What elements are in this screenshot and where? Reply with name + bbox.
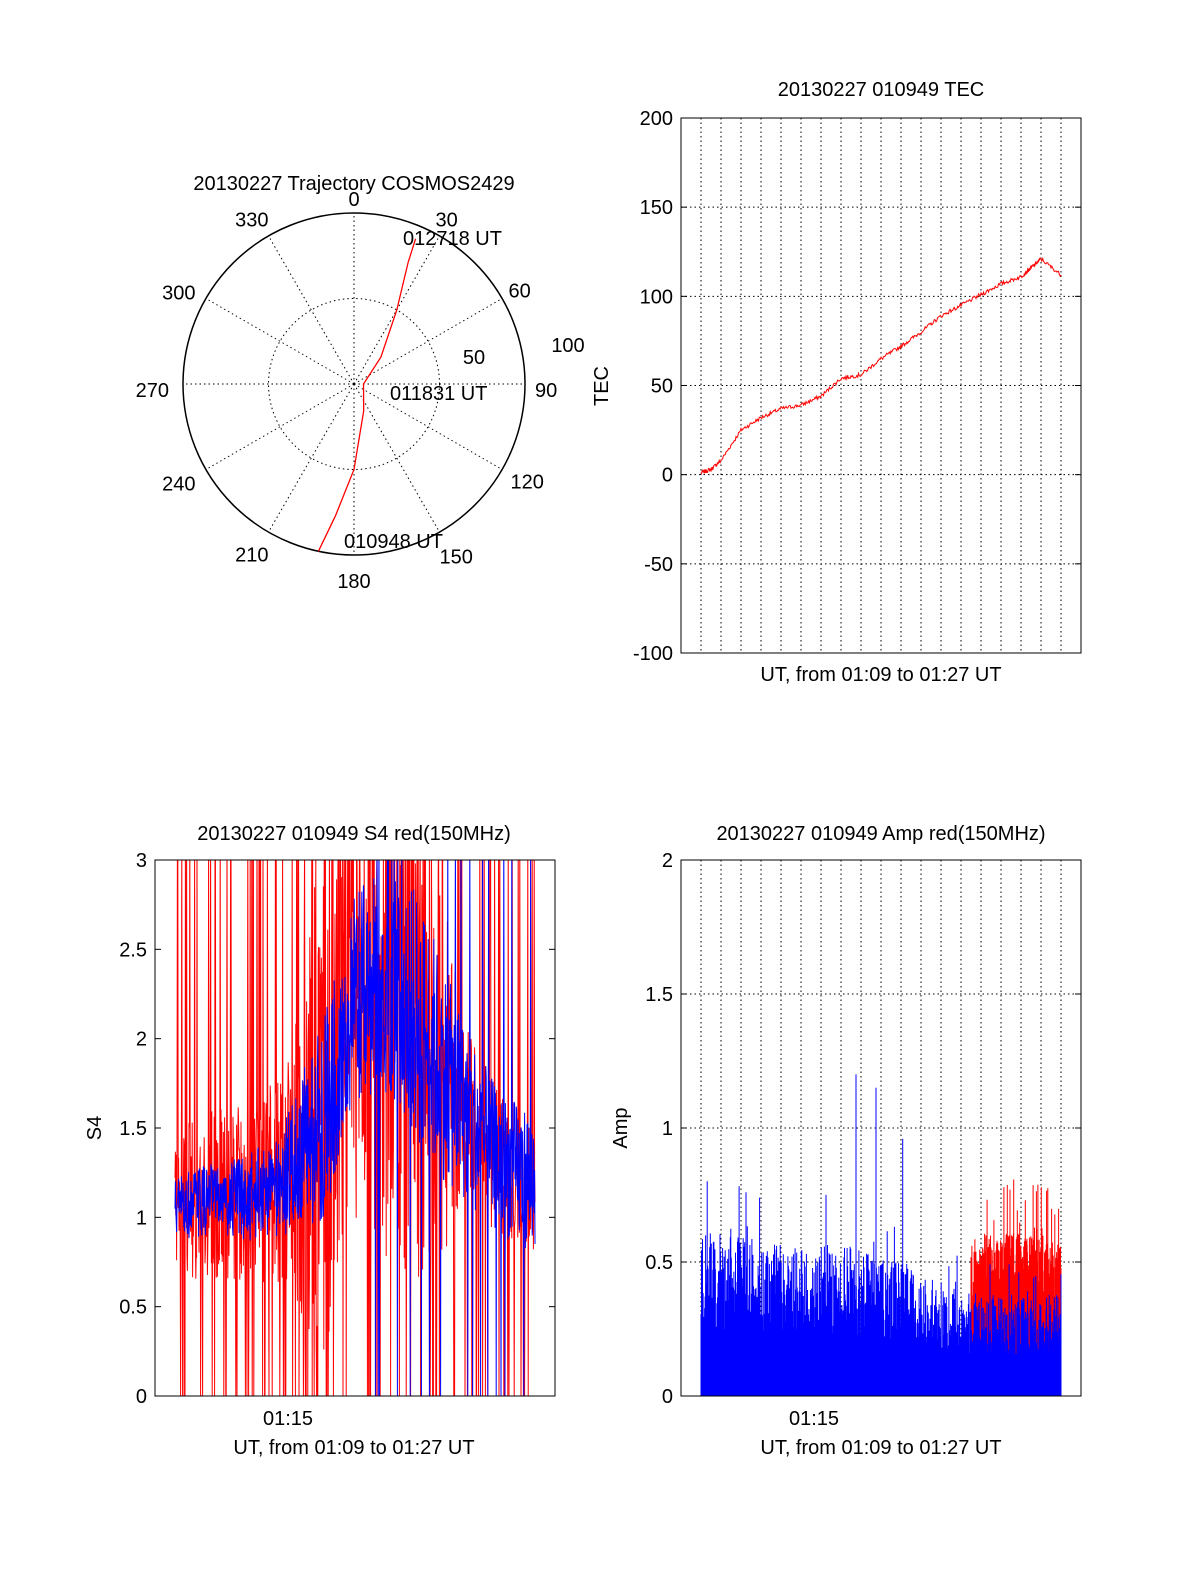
s4-chart: 20130227 010949 S4 red(150MHz) 3 2.5 2 1.5 1…	[84, 823, 556, 1459]
trajectory-mid-label: 011831 UT	[390, 383, 487, 405]
trajectory-start-label: 010948 UT	[344, 531, 443, 553]
polar-outer-ring	[182, 212, 526, 556]
y-tick-label: 3	[136, 850, 147, 872]
polar-angle-label: 210	[235, 544, 268, 566]
s4-x-axis-label: UT, from 01:09 to 01:27 UT	[233, 1437, 474, 1459]
polar-spoke	[353, 298, 503, 385]
s4-title: 20130227 010949 S4 red(150MHz)	[197, 823, 511, 845]
y-tick-label: 0.5	[119, 1297, 147, 1319]
tec-chart: 20130227 010949 TEC 200150100500-50-100 …	[591, 79, 1082, 686]
polar-radius-label: 100	[551, 335, 584, 357]
trajectory-end-label: 012718 UT	[403, 228, 502, 250]
polar-spoke	[268, 383, 355, 533]
polar-angle-label: 0	[348, 189, 359, 211]
y-tick-label: 2	[662, 850, 673, 872]
y-tick-label: 0	[662, 1386, 673, 1408]
polar-spoke	[205, 298, 355, 385]
y-tick-label: 1	[136, 1207, 147, 1229]
tec-title: 20130227 010949 TEC	[778, 79, 984, 101]
y-tick-label: 0	[662, 465, 673, 487]
amp-series	[700, 1074, 1062, 1396]
amp-title: 20130227 010949 Amp red(150MHz)	[716, 823, 1045, 845]
polar-angle-label: 180	[337, 571, 370, 593]
amp-y-ticks: 2 1.5 1 0.5 0	[645, 850, 1081, 1408]
polar-angle-label: 60	[508, 281, 530, 303]
polar-spoke	[353, 383, 440, 533]
y-tick-label: 0	[136, 1386, 147, 1408]
polar-angle-label: 30	[436, 210, 458, 232]
polar-series	[317, 238, 417, 552]
y-tick-label: -50	[644, 554, 673, 576]
polar-angle-label: 120	[510, 472, 543, 494]
s4-y-axis-label: S4	[84, 1116, 106, 1140]
y-tick-label: 2.5	[119, 939, 147, 961]
polar-spoke	[205, 383, 355, 470]
s4-plot-frame	[154, 859, 556, 1397]
y-tick-label: 50	[651, 376, 673, 398]
s4-series	[174, 860, 536, 1396]
amp-x-axis-label: UT, from 01:09 to 01:27 UT	[760, 1437, 1001, 1459]
polar-angle-label: 270	[136, 380, 169, 402]
polar-angle-label: 300	[162, 283, 195, 305]
y-tick-label: -100	[633, 643, 673, 665]
tec-grid	[681, 117, 1081, 654]
y-tick-label: 1	[662, 1118, 673, 1140]
s4-series-group	[174, 860, 536, 1396]
polar-spoke	[268, 235, 355, 385]
y-tick-label: 200	[640, 108, 673, 130]
y-tick-label: 100	[640, 286, 673, 308]
amp-chart: 20130227 010949 Amp red(150MHz) 2 1.5 1 0.5…	[610, 823, 1082, 1459]
amp-x-tick-label: 01:15	[789, 1408, 839, 1430]
tec-y-axis-label: TEC	[591, 366, 613, 406]
tec-line	[700, 257, 1062, 475]
amp-plot-frame	[680, 859, 1082, 1397]
polar-angle-label: 240	[162, 474, 195, 496]
polar-angle-label: 150	[440, 546, 473, 568]
trajectory-line	[317, 238, 417, 552]
amp-blue-fill	[701, 1329, 1061, 1396]
polar-angle-label: 90	[535, 380, 557, 402]
y-tick-label: 2	[136, 1029, 147, 1051]
tec-series	[700, 257, 1062, 475]
y-tick-label: 1.5	[645, 984, 673, 1006]
polar-spoke	[353, 383, 503, 470]
trajectory-polar-chart: 20130227 Trajectory COSMOS2429 0 30 60 90 12…	[136, 173, 585, 593]
tec-y-ticks: 200 150 100 50 0 -50 -100	[633, 108, 1081, 665]
polar-angle-label: 330	[235, 210, 268, 232]
trajectory-title: 20130227 Trajectory COSMOS2429	[193, 173, 514, 195]
tec-plot-frame	[680, 117, 1082, 654]
s4-x-tick-label: 01:15	[263, 1408, 313, 1430]
polar-labels: 0 30 60 90 120 150 180 210 240 270 300 330 50 100	[136, 189, 585, 593]
polar-radius-label: 50	[463, 347, 485, 369]
y-tick-label: 150	[640, 197, 673, 219]
tec-x-axis-label: UT, from 01:09 to 01:27 UT	[760, 664, 1001, 686]
y-tick-label: 0.5	[645, 1252, 673, 1274]
s4-blue-line	[174, 860, 536, 1396]
amp-y-axis-label: Amp	[610, 1107, 632, 1148]
y-tick-label: 1.5	[119, 1118, 147, 1140]
s4-y-ticks: 3 2.5 2 1.5 1 0.5 0	[119, 850, 555, 1408]
